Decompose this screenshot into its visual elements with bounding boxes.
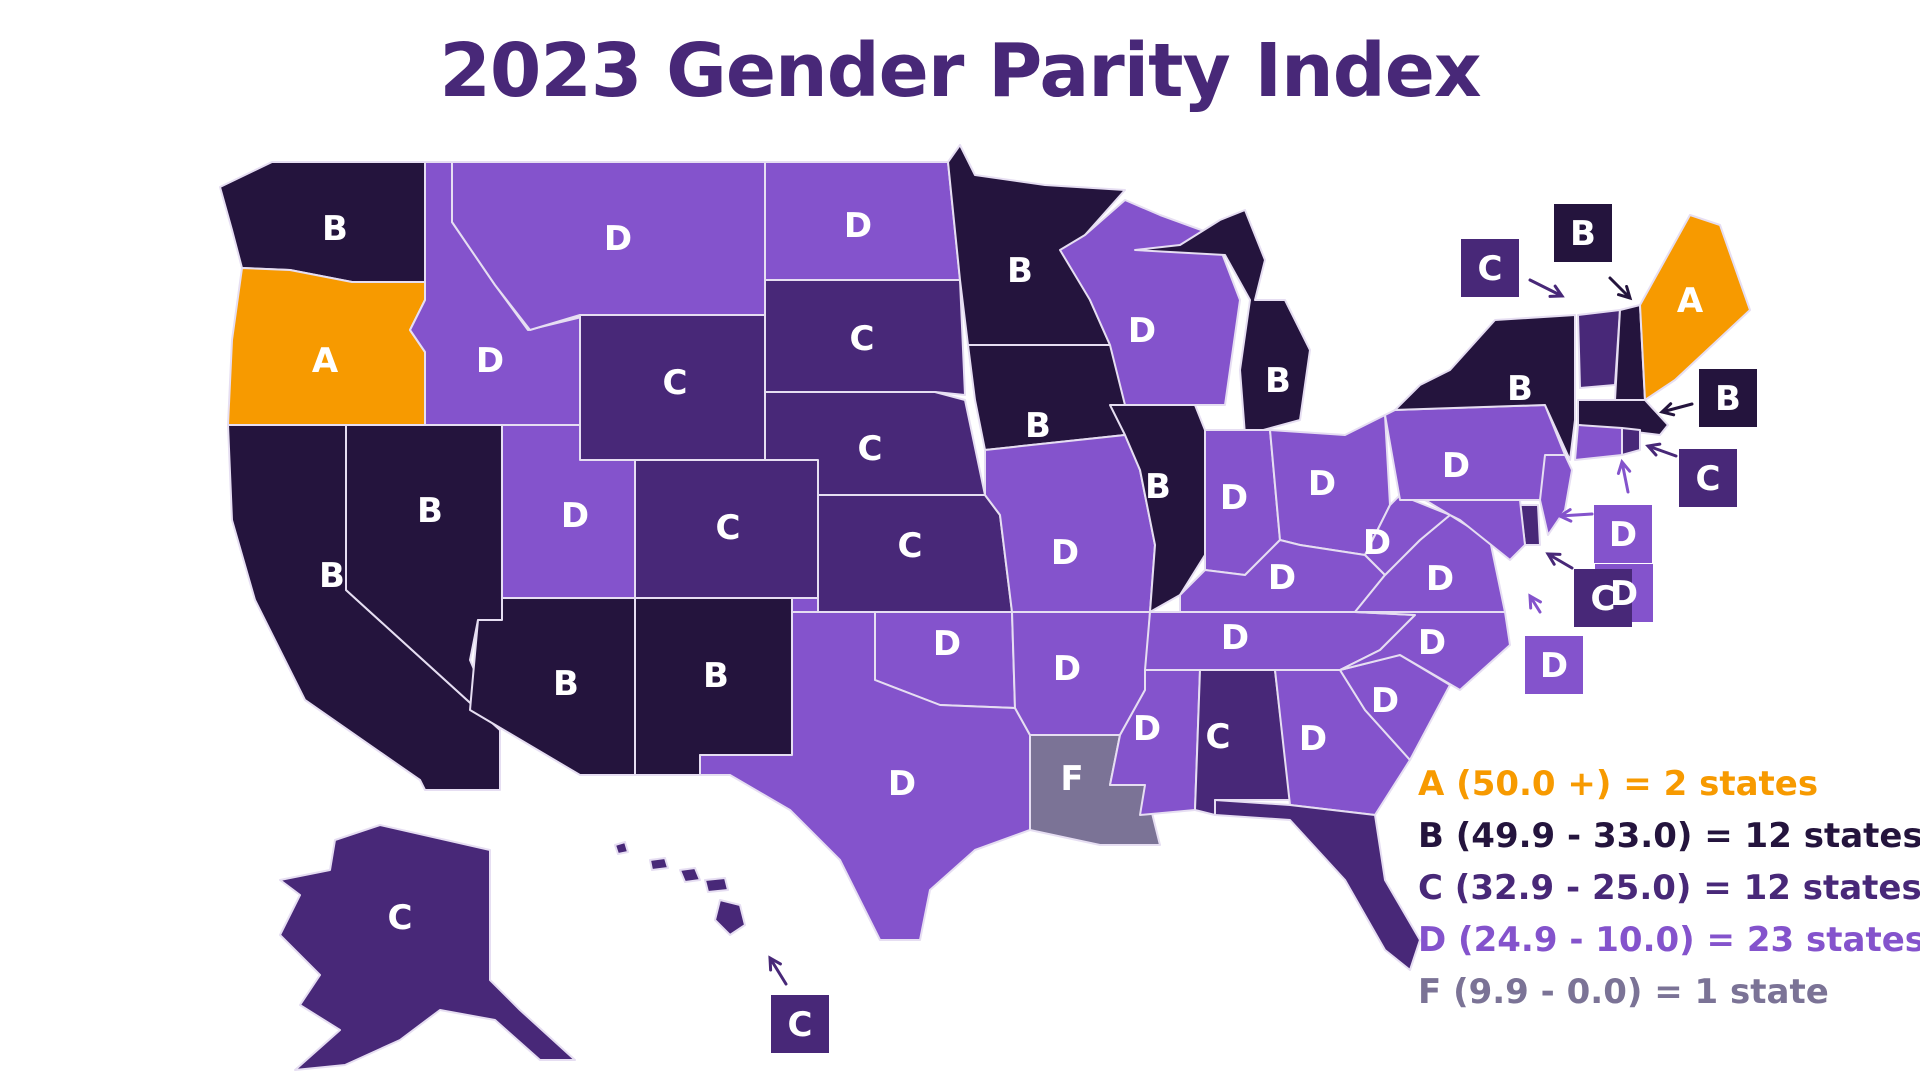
grade-label-ak: C (388, 898, 413, 938)
grade-label-oh: D (1308, 464, 1336, 504)
grade-label-co: C (716, 508, 741, 548)
grade-label-hi: C (788, 1005, 813, 1045)
state-WV[interactable] (1364, 494, 1451, 576)
grade-label-va: D (1426, 559, 1454, 599)
grade-label-ct: D (1609, 515, 1637, 555)
legend: A (50.0 +) = 2 states B (49.9 - 33.0) = … (1418, 758, 1920, 1018)
state-FL[interactable] (1214, 799, 1421, 971)
callout-arrow-md (1528, 593, 1542, 614)
callout-arrow-nh (1608, 276, 1633, 301)
grade-label-ia: B (1025, 406, 1051, 446)
state-HI[interactable] (614, 841, 746, 936)
grade-label-me: A (1677, 281, 1704, 321)
grade-label-ks: C (898, 526, 923, 566)
state-TX[interactable] (699, 611, 1031, 941)
grade-label-ar: D (1053, 649, 1081, 689)
callout-arrow-ma (1658, 402, 1694, 417)
state-NJ[interactable] (1539, 454, 1573, 536)
grade-label-sd: C (850, 319, 875, 359)
grade-label-ms: D (1133, 709, 1161, 749)
grade-label-ri: C (1696, 459, 1721, 499)
callout-box-ri (1679, 449, 1737, 507)
grade-label-wy: C (663, 363, 688, 403)
state-IL[interactable] (1109, 404, 1206, 613)
grade-label-nm: B (703, 656, 729, 696)
grade-label-ma: B (1715, 379, 1741, 419)
map-title: 2023 Gender Parity Index (439, 28, 1481, 114)
legend-item-a: A (50.0 +) = 2 states (1418, 764, 1819, 804)
state-NC[interactable] (1339, 611, 1511, 691)
grade-label-nc: D (1418, 623, 1446, 663)
grade-label-ne: C (858, 429, 883, 469)
grade-label-de: C (1591, 579, 1616, 619)
state-PA[interactable] (1384, 404, 1566, 501)
grade-label-nj: D (1610, 574, 1638, 614)
grade-label-wv: D (1363, 523, 1391, 563)
grade-label-id: D (476, 341, 504, 381)
grade-label-nd: D (844, 206, 872, 246)
grade-label-ga: D (1299, 719, 1327, 759)
grade-label-al: C (1206, 717, 1231, 757)
grade-label-mo: D (1051, 533, 1079, 573)
state-VT[interactable] (1577, 309, 1621, 389)
state-MD[interactable] (1424, 499, 1526, 561)
callout-arrow-hi (768, 955, 788, 986)
state-MI[interactable] (1134, 209, 1311, 436)
callout-box-ma (1699, 369, 1757, 427)
grade-label-nv: B (417, 491, 443, 531)
grade-label-ok: D (933, 624, 961, 664)
grade-label-il: B (1145, 467, 1171, 507)
callout-arrow-ct (1616, 458, 1632, 494)
state-RI[interactable] (1621, 427, 1641, 456)
grade-label-la: F (1060, 759, 1083, 799)
grade-label-az: B (553, 664, 579, 704)
legend-item-b: B (49.9 - 33.0) = 12 states (1418, 816, 1920, 856)
callout-box-ct (1594, 505, 1652, 563)
state-AK[interactable] (279, 824, 576, 1071)
grade-label-pa: D (1442, 446, 1470, 486)
callout-box-hi (771, 995, 829, 1053)
legend-item-c: C (32.9 - 25.0) = 12 states (1418, 868, 1920, 908)
grade-label-or: A (312, 341, 339, 381)
grade-label-vt: C (1478, 249, 1503, 289)
grade-label-tx: D (888, 764, 916, 804)
grade-label-mn: B (1007, 251, 1033, 291)
callout-box-md (1525, 636, 1583, 694)
legend-item-f: F (9.9 - 0.0) = 1 state (1418, 972, 1829, 1012)
callout-box-nh (1554, 204, 1612, 262)
callout-box-vt (1461, 239, 1519, 297)
grade-label-ny: B (1507, 369, 1533, 409)
callout-box-de (1574, 569, 1632, 627)
callout-arrow-vt (1528, 278, 1565, 298)
grade-label-ca: B (319, 556, 345, 596)
callout-arrow-ri (1645, 442, 1678, 458)
grade-label-ut: D (561, 496, 589, 536)
grade-label-mi: B (1265, 361, 1291, 401)
state-NY[interactable] (1394, 314, 1576, 461)
grade-label-tn: D (1221, 618, 1249, 658)
grade-label-sc: D (1371, 681, 1399, 721)
callout-arrow-nj (1556, 508, 1594, 523)
grade-label-md: D (1540, 646, 1568, 686)
grade-label-wa: B (322, 209, 348, 249)
legend-item-d: D (24.9 - 10.0) = 23 states (1418, 920, 1920, 960)
grade-label-nh: B (1570, 214, 1596, 254)
state-CT[interactable] (1574, 424, 1623, 461)
state-SD[interactable] (764, 279, 966, 396)
grade-label-mt: D (604, 219, 632, 259)
grade-label-wi: D (1128, 311, 1156, 351)
grade-label-in: D (1220, 478, 1248, 518)
callout-arrow-de (1545, 552, 1574, 570)
grade-label-ky: D (1268, 558, 1296, 598)
state-MO[interactable] (984, 434, 1156, 613)
